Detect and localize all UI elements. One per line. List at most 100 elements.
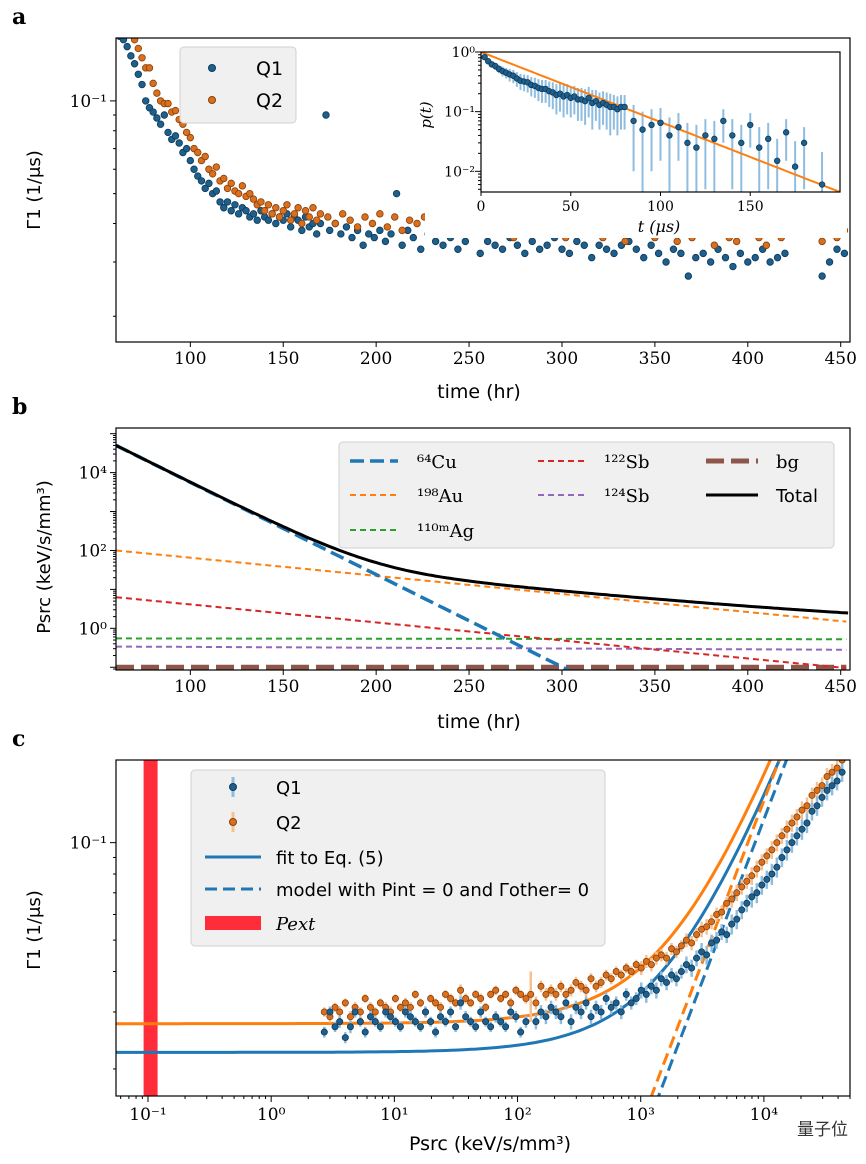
data-point-q2 [134,44,142,53]
data-point-q1 [833,777,841,785]
data-point-q2 [416,999,424,1007]
inset-data-point [747,121,754,129]
legend-c-q1-label: Q1 [276,778,302,799]
panel-c-xlabel: Psrc (keV/s/mm³) [409,1133,571,1155]
data-point-q2 [336,1008,344,1016]
panel-c-legend: Q1 Q2 fit to Eq. (5) model with Pint = 0… [190,769,606,947]
data-point-q2 [753,865,761,873]
x-tick-label: 350 [639,349,671,369]
data-point-q2 [738,883,746,891]
data-point-q1 [171,132,180,140]
data-point-q1 [457,999,465,1007]
data-point-q2 [116,5,123,12]
x-tick-label: 350 [639,677,671,697]
model-curve-q2 [649,760,781,1096]
data-point-q1 [572,1003,580,1011]
data-point-q1 [138,80,146,89]
data-point-q1 [813,802,821,810]
data-point-q1 [763,875,771,883]
data-point-q2 [793,813,801,821]
data-point-q2 [346,216,354,224]
data-point-q1 [264,216,273,224]
legend-total-label: Total [775,486,818,507]
panel-a-xlabel: time (hr) [437,381,521,403]
data-point-q1 [642,990,650,998]
data-point-q1 [647,241,655,249]
data-point-q1 [482,1018,490,1026]
data-point-q2 [427,995,435,1003]
data-point-q2 [482,1003,490,1011]
data-point-q1 [788,839,796,847]
data-point-q1 [130,60,139,68]
data-point-q1 [366,1013,374,1021]
total-curve [116,444,849,615]
data-point-q2 [406,1003,414,1011]
data-point-q2 [562,990,570,998]
data-point-q1 [272,219,280,228]
data-point-q1 [127,52,135,60]
data-point-q1 [721,253,730,262]
data-point-q1 [194,172,202,180]
data-point-q1 [672,975,680,983]
data-point-q2 [361,213,369,221]
legend-c-q2-marker [229,818,237,826]
data-point-q1 [547,1003,555,1011]
data-point-q1 [744,258,752,266]
data-point-q2 [249,195,258,203]
data-point-q1 [567,1018,575,1026]
data-point-q2 [346,1013,354,1021]
data-point-q1 [602,245,611,253]
data-point-q1 [699,249,707,258]
data-point-q2 [398,226,406,235]
inset-chart: 0 50 100 150 10⁰ 10⁻¹ 10⁻² [425,40,847,238]
data-point-q1 [502,1023,510,1031]
data-point-q2 [316,210,325,218]
data-point-q2 [762,241,771,249]
data-point-q1 [223,198,232,206]
data-point-q2 [227,179,235,188]
data-point-q1 [401,1008,409,1016]
data-point-q1 [693,954,701,962]
data-point-q2 [401,999,409,1007]
data-point-q2 [238,182,247,190]
data-point-q1 [532,1018,540,1026]
data-point-q2 [432,999,440,1007]
data-point-q2 [582,986,590,994]
data-point-q1 [417,245,425,253]
data-point-q1 [677,967,685,975]
data-point-q1 [348,233,356,242]
data-point-q1 [654,249,663,258]
legend-sb122-label: ¹²²Sb [604,452,650,473]
watermark: 量子位 [793,1113,852,1142]
data-point-q2 [808,791,816,799]
data-point-q1 [337,230,345,238]
data-point-q1 [492,1013,500,1021]
data-point-q2 [803,802,811,810]
data-point-q2 [487,990,495,998]
data-point-q1 [522,1018,530,1026]
data-point-q1 [587,1013,595,1021]
fit-curve-q2 [116,760,773,1026]
data-point-q1 [331,1023,339,1031]
data-point-q2 [502,990,510,998]
data-point-q1 [565,249,574,258]
data-point-q2 [260,207,269,215]
panel-c-ylabel: Γ1 (1/μs) [24,890,45,970]
data-point-q1 [657,975,665,983]
legend-cu64-label: ⁶⁴Cu [417,452,457,473]
data-point-q1 [706,258,715,266]
data-point-q1 [803,819,811,827]
x-tick-label: 400 [732,349,764,369]
data-point-q2 [547,986,555,994]
plot-area [116,443,849,670]
data-point-q2 [672,948,680,956]
data-point-q1 [662,258,670,266]
data-point-q2 [368,219,377,228]
data-point-q2 [567,986,575,994]
data-point-q1 [521,249,529,258]
x-tick-label: 10⁻¹ [129,1105,166,1125]
data-point-q1 [528,237,536,246]
legend-q1-marker [208,64,216,72]
data-point-q2 [339,210,347,218]
